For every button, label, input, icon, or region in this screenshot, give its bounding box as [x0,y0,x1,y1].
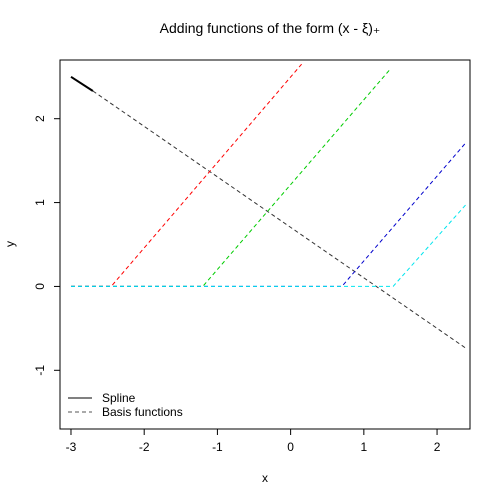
y-tick-label: -1 [33,365,47,376]
plot-frame [59,59,471,430]
series-layer [70,63,467,349]
y-axis-label: y [3,241,17,247]
y-tick-label: 2 [33,115,47,122]
spline-line-0 [70,75,94,92]
legend-label-basis: Basis functions [102,405,183,419]
basis-function-line-4 [71,141,467,287]
y-tick-label: 0 [33,283,47,290]
x-tick-label: -3 [66,440,77,454]
x-tick-label: 0 [287,440,294,454]
y-axis: -1 0 1 2 [33,115,61,376]
x-tick-label: -1 [212,440,223,454]
basis-function-line-3 [71,68,392,287]
x-axis-label: x [262,471,268,485]
x-tick-label: 2 [434,440,441,454]
basis-function-line-1 [92,90,467,349]
x-tick-label: 1 [360,440,367,454]
legend-label-spline: Spline [102,391,136,405]
x-axis: -3 -2 -1 0 1 2 [66,428,441,454]
legend: Spline Basis functions [68,391,183,419]
x-tick-label: -2 [139,440,150,454]
basis-function-line-2 [71,63,302,287]
chart-title: Adding functions of the form (x - ξ)₊ [160,20,381,36]
y-tick-label: 1 [33,199,47,206]
basis-function-line-5 [71,203,467,287]
